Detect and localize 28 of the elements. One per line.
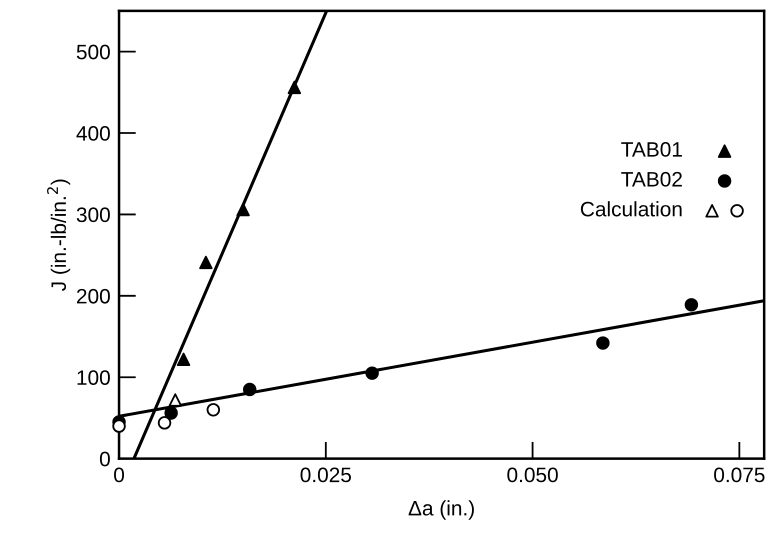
- x-tick-label: 0.075: [714, 468, 765, 482]
- legend-label: TAB01: [621, 142, 682, 157]
- y-tick-label: 400: [76, 126, 110, 141]
- y-tick-label: 0: [100, 452, 110, 466]
- x-tick-label: 0: [114, 468, 124, 482]
- point: [365, 366, 379, 380]
- point: [168, 393, 182, 407]
- point: [112, 419, 126, 433]
- y-tick-label: 100: [78, 370, 110, 385]
- legend-label: Calculation: [580, 201, 682, 216]
- x-tick-label: 0.025: [300, 468, 352, 482]
- point: [164, 406, 178, 420]
- point: [236, 202, 250, 216]
- x-axis-title: Δa (in.): [408, 500, 474, 520]
- point: [176, 352, 190, 366]
- point: [158, 416, 172, 430]
- point: [288, 80, 302, 94]
- legend-label: TAB02: [621, 172, 682, 187]
- point: [684, 298, 698, 312]
- y-tick-label: 200: [77, 288, 110, 304]
- point: [206, 403, 220, 417]
- point: [596, 336, 610, 350]
- y-tick-label: 500: [76, 44, 110, 60]
- y-tick-label: 300: [76, 207, 110, 222]
- point: [199, 256, 213, 270]
- x-tick-label: 0.050: [507, 468, 558, 482]
- point: [243, 382, 256, 396]
- y-axis-title: J (in.-lb/in.$^{2}$): [47, 180, 70, 292]
